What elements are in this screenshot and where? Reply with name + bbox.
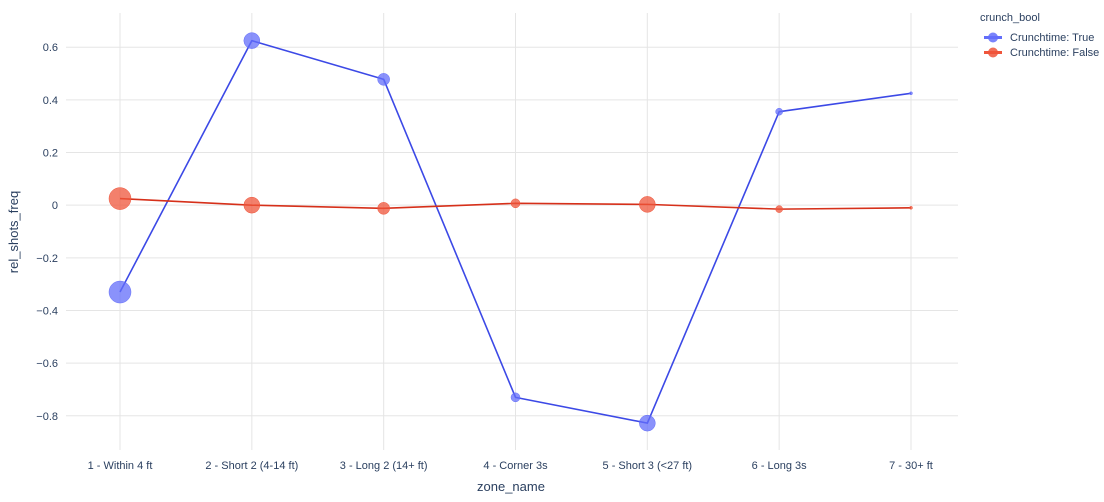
data-point xyxy=(639,414,656,432)
legend-item-crunchtime-true[interactable]: Crunchtime: True xyxy=(984,32,1094,44)
y-tick-label: −0.8 xyxy=(36,411,58,423)
data-point xyxy=(909,206,913,210)
data-point xyxy=(775,107,783,116)
x-tick-label: 1 - Within 4 ft xyxy=(88,460,153,472)
legend-label-false: Crunchtime: False xyxy=(1010,47,1099,59)
data-point xyxy=(510,198,521,209)
y-tick-label: 0 xyxy=(52,200,58,212)
data-point xyxy=(909,91,913,96)
data-point xyxy=(243,32,261,49)
legend-label-true: Crunchtime: True xyxy=(1010,32,1094,44)
x-tick-label: 5 - Short 3 (<27 ft) xyxy=(603,460,693,472)
legend-item-crunchtime-false[interactable]: Crunchtime: False xyxy=(984,47,1099,59)
data-point xyxy=(775,205,783,213)
x-gridlines xyxy=(119,13,912,450)
x-tick-label: 3 - Long 2 (14+ ft) xyxy=(340,460,428,472)
legend-title: crunch_bool xyxy=(980,12,1040,24)
y-gridlines xyxy=(66,46,958,417)
data-point xyxy=(639,196,656,213)
legend: crunch_bool Crunchtime: True Crunchtime:… xyxy=(980,12,1099,59)
x-axis-title: zone_name xyxy=(477,479,545,494)
data-point xyxy=(377,73,390,86)
series-layer xyxy=(108,32,913,432)
y-tick-label: −0.2 xyxy=(36,253,58,265)
y-tick-label: −0.4 xyxy=(36,305,58,317)
legend-swatch-marker-false xyxy=(988,47,998,58)
legend-swatch-marker-true xyxy=(988,32,998,43)
x-tick-label: 4 - Corner 3s xyxy=(483,460,548,472)
data-point xyxy=(243,196,261,214)
data-point xyxy=(377,202,390,215)
y-axis-title: rel_shots_freq xyxy=(6,191,21,273)
y-tick-label: −0.6 xyxy=(36,358,58,370)
x-tick-label: 6 - Long 3s xyxy=(752,460,808,472)
y-tick-labels: 0.6 0.4 0.2 0 −0.2 −0.4 −0.6 −0.8 xyxy=(36,42,58,423)
y-tick-label: 0.4 xyxy=(43,95,58,107)
x-tick-labels: 1 - Within 4 ft 2 - Short 2 (4-14 ft) 3 - … xyxy=(88,460,933,472)
series-crunchtime-false xyxy=(108,187,913,215)
x-tick-label: 7 - 30+ ft xyxy=(889,460,933,472)
y-tick-label: 0.6 xyxy=(43,42,58,54)
data-point xyxy=(108,280,132,304)
x-tick-label: 2 - Short 2 (4-14 ft) xyxy=(205,460,298,472)
series-crunchtime-true xyxy=(108,32,913,432)
data-point xyxy=(108,187,132,210)
y-tick-label: 0.2 xyxy=(43,148,58,160)
data-point xyxy=(510,392,521,403)
